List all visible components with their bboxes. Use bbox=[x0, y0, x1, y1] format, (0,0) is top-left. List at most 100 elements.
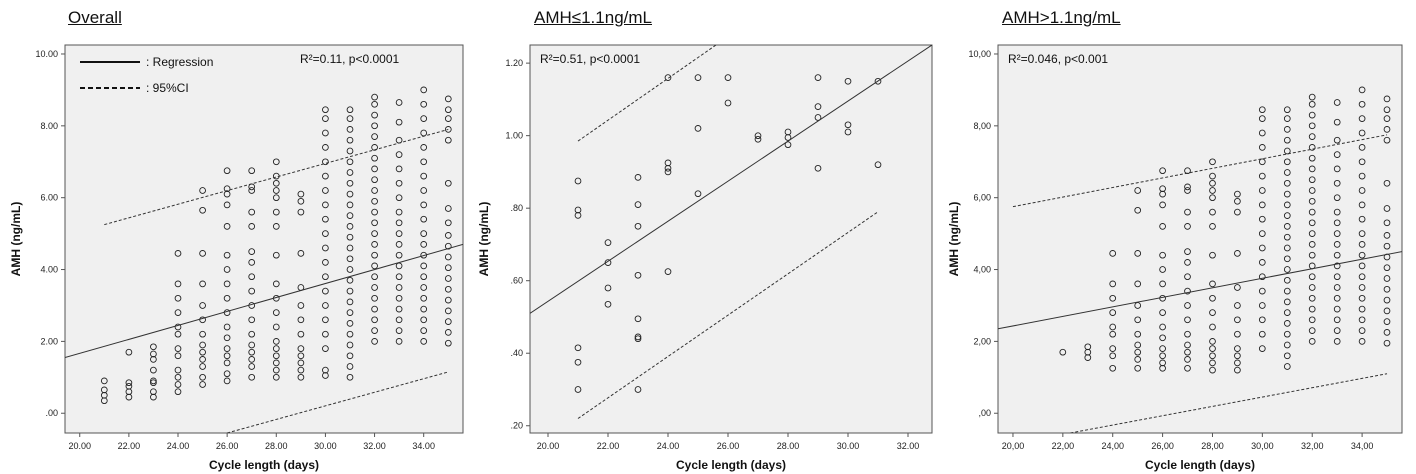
data-point bbox=[371, 305, 378, 313]
data-point bbox=[1308, 338, 1316, 345]
data-point bbox=[174, 323, 182, 331]
x-tick-label: 30.00 bbox=[314, 441, 337, 451]
data-point bbox=[1109, 330, 1117, 338]
data-point bbox=[199, 356, 206, 363]
data-point bbox=[371, 316, 378, 324]
data-point bbox=[395, 118, 403, 126]
data-point bbox=[1234, 330, 1241, 338]
data-point bbox=[272, 208, 280, 216]
data-point bbox=[1234, 352, 1241, 360]
data-point bbox=[1283, 309, 1291, 316]
data-point bbox=[754, 135, 762, 143]
data-point bbox=[346, 298, 354, 306]
data-point bbox=[1234, 284, 1241, 291]
data-point bbox=[223, 294, 231, 302]
points-group bbox=[574, 74, 882, 393]
data-point bbox=[634, 271, 642, 279]
plot-area bbox=[997, 44, 1403, 434]
data-point bbox=[444, 136, 452, 144]
data-point bbox=[1383, 219, 1391, 227]
data-point bbox=[420, 262, 428, 270]
x-tick-label: 20.00 bbox=[537, 441, 560, 451]
data-point bbox=[420, 327, 428, 334]
data-point bbox=[322, 144, 329, 151]
data-point bbox=[1333, 284, 1341, 291]
data-point bbox=[420, 201, 428, 209]
data-point bbox=[346, 115, 354, 122]
data-point bbox=[248, 287, 256, 295]
data-point bbox=[371, 219, 378, 227]
data-point bbox=[297, 208, 305, 216]
data-point bbox=[1308, 122, 1316, 130]
data-point bbox=[1383, 318, 1391, 325]
data-point bbox=[1308, 305, 1316, 313]
data-point bbox=[395, 230, 403, 237]
data-point bbox=[199, 348, 206, 356]
data-point bbox=[1134, 280, 1142, 288]
data-point bbox=[1109, 309, 1117, 316]
data-point bbox=[199, 280, 206, 288]
x-tick-label: 26.00 bbox=[216, 441, 239, 451]
data-point bbox=[1258, 158, 1266, 166]
data-point bbox=[223, 223, 231, 230]
data-point bbox=[1308, 273, 1316, 281]
data-point bbox=[272, 194, 280, 202]
data-point bbox=[174, 330, 182, 338]
data-point bbox=[1109, 345, 1117, 352]
plot-area bbox=[64, 44, 464, 434]
data-point bbox=[297, 250, 305, 257]
data-point bbox=[444, 179, 452, 187]
data-point bbox=[1333, 316, 1341, 324]
data-point bbox=[1358, 327, 1366, 334]
data-point bbox=[272, 223, 280, 230]
data-point bbox=[1383, 232, 1391, 239]
data-point bbox=[346, 352, 354, 360]
data-point bbox=[1358, 316, 1366, 324]
data-point bbox=[174, 294, 182, 302]
data-point bbox=[634, 386, 642, 393]
data-point bbox=[1308, 251, 1316, 259]
y-tick-label: 4,00 bbox=[973, 265, 991, 275]
data-point bbox=[346, 126, 354, 133]
data-point bbox=[1134, 348, 1142, 356]
data-point bbox=[371, 208, 378, 216]
data-point bbox=[395, 165, 403, 173]
data-point bbox=[297, 345, 305, 352]
data-point bbox=[574, 358, 582, 366]
data-point bbox=[248, 373, 256, 381]
data-point bbox=[371, 197, 378, 205]
legend-label: : 95%CI bbox=[146, 81, 189, 95]
data-point bbox=[1283, 276, 1291, 284]
panel-title-high-amh: AMH>1.1ng/mL bbox=[1002, 8, 1121, 27]
y-axis-label: AMH (ng/mL) bbox=[9, 202, 23, 277]
data-point bbox=[248, 348, 256, 356]
data-point bbox=[346, 373, 354, 381]
data-point bbox=[322, 302, 329, 309]
data-point bbox=[346, 309, 354, 316]
data-point bbox=[1283, 147, 1291, 155]
data-point bbox=[346, 255, 354, 263]
data-point bbox=[199, 363, 206, 370]
data-point bbox=[1383, 205, 1391, 212]
data-point bbox=[1159, 185, 1166, 193]
data-point bbox=[346, 266, 354, 273]
data-point bbox=[1308, 154, 1316, 162]
data-point bbox=[1159, 266, 1166, 273]
data-point bbox=[1159, 309, 1166, 316]
data-point bbox=[1209, 158, 1216, 166]
data-point bbox=[322, 330, 329, 338]
data-point bbox=[223, 352, 231, 360]
data-point bbox=[634, 201, 642, 208]
x-tick-label: 28.00 bbox=[265, 441, 288, 451]
x-tick-label: 32.00 bbox=[897, 441, 920, 451]
data-point bbox=[874, 161, 882, 169]
data-point bbox=[371, 165, 378, 173]
data-point bbox=[634, 174, 642, 181]
data-point bbox=[1358, 144, 1366, 151]
data-point bbox=[1209, 345, 1216, 352]
data-point bbox=[1383, 307, 1391, 315]
data-point bbox=[1159, 167, 1166, 175]
data-point bbox=[150, 379, 157, 387]
data-point bbox=[1283, 201, 1291, 209]
data-point bbox=[1258, 129, 1266, 137]
